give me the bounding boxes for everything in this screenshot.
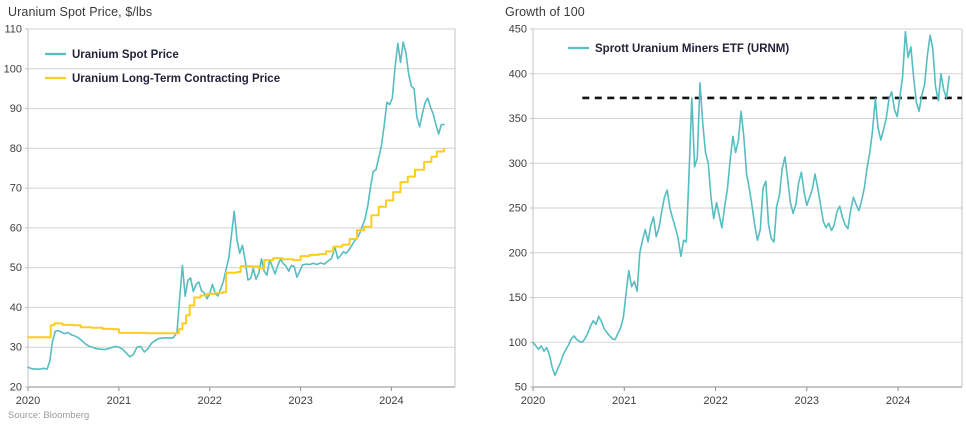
legend-item: Uranium Spot Price <box>45 49 179 61</box>
y-axis-label: 50 <box>515 382 527 394</box>
y-axis-label: 350 <box>509 113 527 125</box>
x-axis-label: 2022 <box>703 395 727 407</box>
x-axis-label: 2021 <box>612 395 636 407</box>
x-axis-label: 2023 <box>288 395 312 407</box>
y-axis-label: 300 <box>509 158 527 170</box>
source-note: Source: Bloomberg <box>8 410 90 421</box>
x-axis-label: 2024 <box>379 395 403 407</box>
y-axis-labels: 20 30 40 50 60 70 80 90 100 110 <box>4 24 22 394</box>
x-axis-label: 2023 <box>795 395 819 407</box>
legend-label: Sprott Uranium Miners ETF (URNM) <box>595 43 789 55</box>
y-axis-label: 60 <box>10 222 22 234</box>
x-axis-labels: 2020 2021 2022 2023 2024 <box>521 387 910 407</box>
y-axis-label: 100 <box>509 337 527 349</box>
y-axis-label: 30 <box>10 342 22 354</box>
y-axis-label: 200 <box>509 247 527 259</box>
y-axis-label: 90 <box>10 103 22 115</box>
x-axis-labels: 2020 2021 2022 2023 2024 <box>16 387 404 407</box>
x-axis-label: 2022 <box>197 395 221 407</box>
y-axis-label: 450 <box>509 24 527 36</box>
chart-title-growth-of-100: Growth of 100 <box>505 5 585 19</box>
y-axis-label: 400 <box>509 68 527 80</box>
legend: Uranium Spot Price Uranium Long-Term Cont… <box>45 49 280 85</box>
legend-item: Sprott Uranium Miners ETF (URNM) <box>568 43 789 55</box>
legend-label: Uranium Spot Price <box>72 49 179 61</box>
legend-label: Uranium Long-Term Contracting Price <box>72 73 280 85</box>
series-line-1 <box>27 147 446 339</box>
legend: Sprott Uranium Miners ETF (URNM) <box>568 43 789 55</box>
y-axis-label: 100 <box>4 63 22 75</box>
y-axis-label: 80 <box>10 143 22 155</box>
y-axis-label: 40 <box>10 302 22 314</box>
y-axis-label: 110 <box>4 24 22 36</box>
y-axis-labels: 50 100 150 200 250 300 350 400 450 <box>509 24 527 394</box>
y-axis-label: 50 <box>10 262 22 274</box>
x-axis-label: 2021 <box>107 395 131 407</box>
x-axis-label: 2020 <box>16 395 40 407</box>
x-axis-label: 2024 <box>886 395 910 407</box>
legend-item: Uranium Long-Term Contracting Price <box>45 73 280 85</box>
y-gridlines <box>25 28 455 388</box>
y-axis-label: 70 <box>10 183 22 195</box>
series-line-0 <box>27 41 445 370</box>
y-axis-label: 150 <box>509 292 527 304</box>
x-axis-label: 2020 <box>521 395 545 407</box>
chart-title-uranium-price: Uranium Spot Price, $/lbs <box>8 5 153 19</box>
series-line-0 <box>532 30 950 377</box>
y-axis-label: 20 <box>10 382 22 394</box>
y-gridlines <box>530 28 962 388</box>
y-axis-label: 250 <box>509 203 527 215</box>
